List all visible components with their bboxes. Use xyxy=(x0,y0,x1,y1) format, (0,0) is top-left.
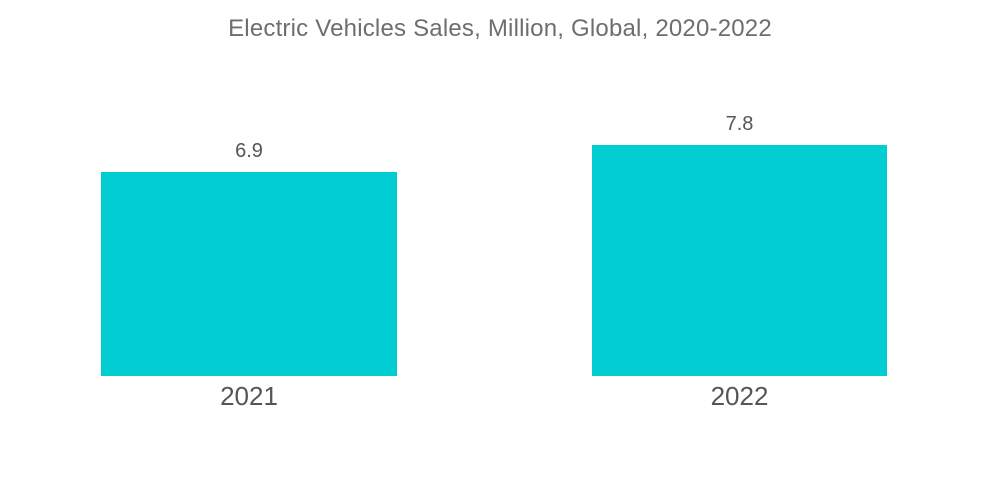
category-label-2021: 2021 xyxy=(220,381,278,411)
bar-2021 xyxy=(101,172,397,376)
value-label-2021: 6.9 xyxy=(235,140,263,162)
bar-group-2021: 6.9 2021 xyxy=(101,140,397,409)
category-label-2022: 2022 xyxy=(710,381,769,411)
bar-group-2022: 7.8 2022 xyxy=(592,113,887,409)
value-label-2022: 7.8 xyxy=(725,113,754,135)
chart-title: Electric Vehicles Sales, Million, Global… xyxy=(228,15,772,42)
bar-2022 xyxy=(592,145,887,376)
